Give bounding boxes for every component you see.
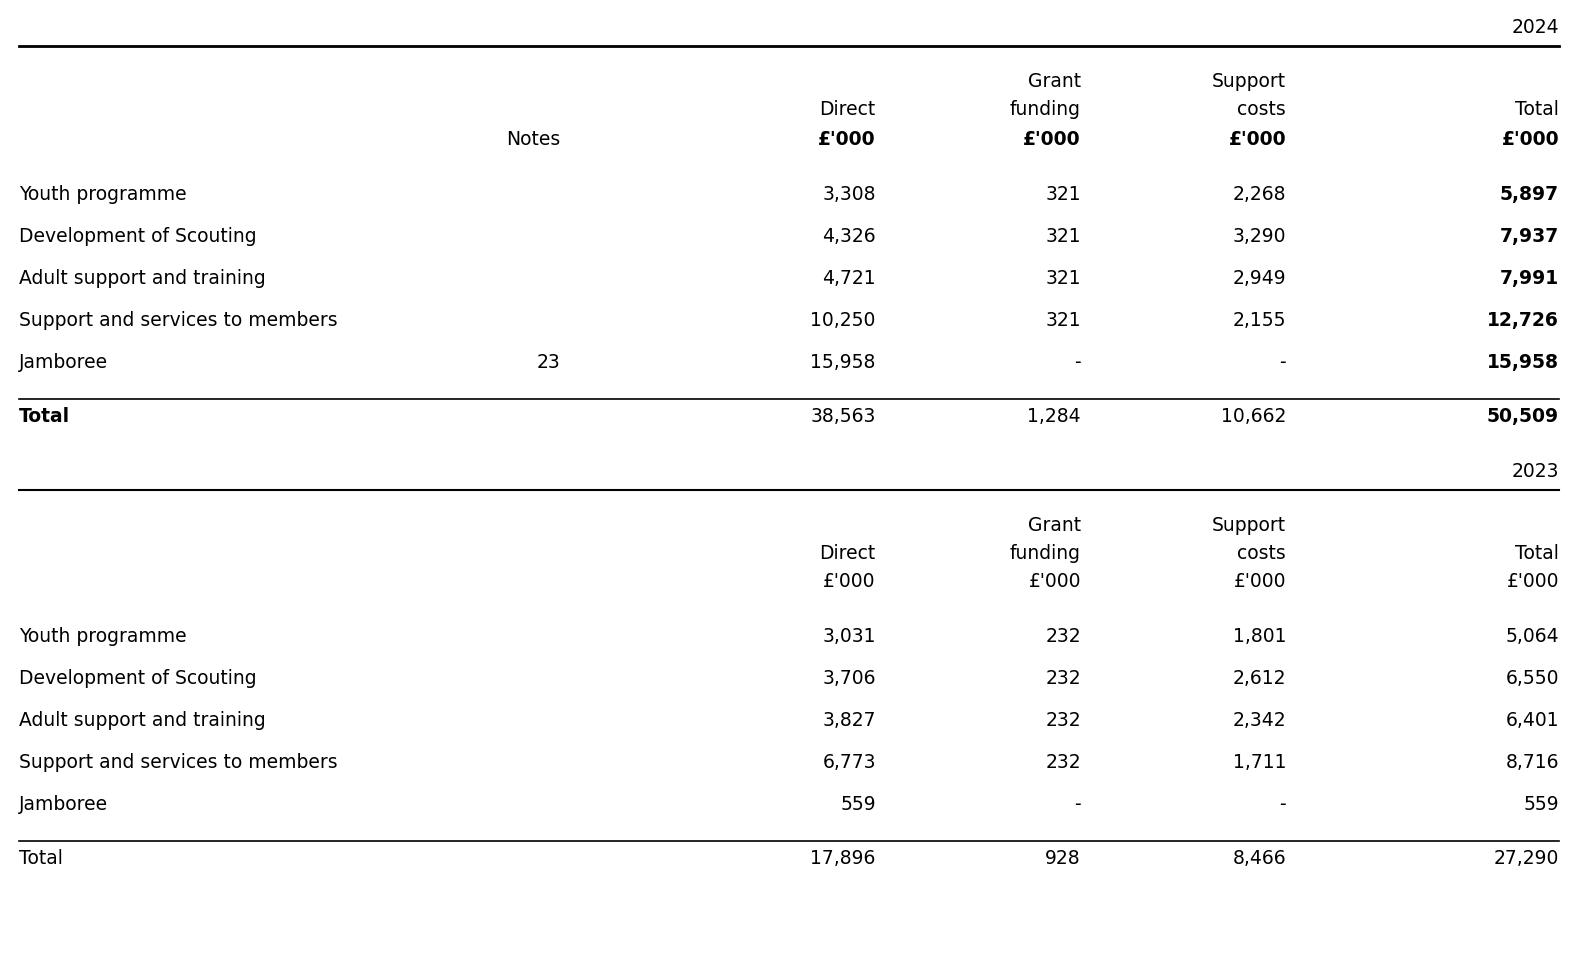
Text: 321: 321 (1045, 227, 1081, 246)
Text: Adult support and training: Adult support and training (19, 711, 265, 730)
Text: 15,958: 15,958 (811, 353, 876, 372)
Text: 2024: 2024 (1512, 18, 1559, 37)
Text: 2,342: 2,342 (1232, 711, 1286, 730)
Text: 2023: 2023 (1512, 462, 1559, 481)
Text: 3,031: 3,031 (822, 627, 876, 646)
Text: 321: 321 (1045, 185, 1081, 204)
Text: 232: 232 (1045, 627, 1081, 646)
Text: 232: 232 (1045, 753, 1081, 772)
Text: Support and services to members: Support and services to members (19, 753, 338, 772)
Text: funding: funding (1010, 100, 1081, 119)
Text: 6,401: 6,401 (1505, 711, 1559, 730)
Text: 50,509: 50,509 (1486, 407, 1559, 426)
Text: £'000: £'000 (1234, 572, 1286, 591)
Text: Jamboree: Jamboree (19, 795, 107, 814)
Text: 17,896: 17,896 (811, 849, 876, 868)
Text: 10,250: 10,250 (811, 311, 876, 330)
Text: 10,662: 10,662 (1221, 407, 1286, 426)
Text: 559: 559 (1523, 795, 1559, 814)
Text: 38,563: 38,563 (811, 407, 876, 426)
Text: 5,064: 5,064 (1505, 627, 1559, 646)
Text: Development of Scouting: Development of Scouting (19, 669, 257, 688)
Text: Total: Total (1515, 100, 1559, 119)
Text: 232: 232 (1045, 669, 1081, 688)
Text: 232: 232 (1045, 711, 1081, 730)
Text: £'000: £'000 (824, 572, 876, 591)
Text: Total: Total (1515, 544, 1559, 563)
Text: 4,721: 4,721 (822, 269, 876, 288)
Text: 4,326: 4,326 (822, 227, 876, 246)
Text: £'000: £'000 (1023, 130, 1081, 149)
Text: £'000: £'000 (1507, 572, 1559, 591)
Text: Total: Total (19, 849, 63, 868)
Text: 1,711: 1,711 (1232, 753, 1286, 772)
Text: 5,897: 5,897 (1501, 185, 1559, 204)
Text: 7,991: 7,991 (1501, 269, 1559, 288)
Text: costs: costs (1237, 100, 1286, 119)
Text: 3,827: 3,827 (822, 711, 876, 730)
Text: 3,308: 3,308 (822, 185, 876, 204)
Text: Grant: Grant (1027, 72, 1081, 91)
Text: Notes: Notes (507, 130, 560, 149)
Text: £'000: £'000 (1029, 572, 1081, 591)
Text: 3,290: 3,290 (1232, 227, 1286, 246)
Text: Adult support and training: Adult support and training (19, 269, 265, 288)
Text: 2,949: 2,949 (1232, 269, 1286, 288)
Text: Jamboree: Jamboree (19, 353, 107, 372)
Text: Youth programme: Youth programme (19, 185, 186, 204)
Text: £'000: £'000 (1501, 130, 1559, 149)
Text: 559: 559 (839, 795, 876, 814)
Text: 7,937: 7,937 (1499, 227, 1559, 246)
Text: costs: costs (1237, 544, 1286, 563)
Text: 2,612: 2,612 (1232, 669, 1286, 688)
Text: -: - (1280, 353, 1286, 372)
Text: 2,155: 2,155 (1232, 311, 1286, 330)
Text: £'000: £'000 (1228, 130, 1286, 149)
Text: Grant: Grant (1027, 516, 1081, 535)
Text: 6,773: 6,773 (822, 753, 876, 772)
Text: £'000: £'000 (817, 130, 876, 149)
Text: 15,958: 15,958 (1486, 353, 1559, 372)
Text: 928: 928 (1045, 849, 1081, 868)
Text: -: - (1280, 795, 1286, 814)
Text: 3,706: 3,706 (822, 669, 876, 688)
Text: 8,716: 8,716 (1505, 753, 1559, 772)
Text: Direct: Direct (819, 100, 876, 119)
Text: Support: Support (1212, 72, 1286, 91)
Text: 27,290: 27,290 (1494, 849, 1559, 868)
Text: 321: 321 (1045, 311, 1081, 330)
Text: Youth programme: Youth programme (19, 627, 186, 646)
Text: -: - (1075, 795, 1081, 814)
Text: 12,726: 12,726 (1486, 311, 1559, 330)
Text: Support and services to members: Support and services to members (19, 311, 338, 330)
Text: Direct: Direct (819, 544, 876, 563)
Text: Total: Total (19, 407, 69, 426)
Text: Development of Scouting: Development of Scouting (19, 227, 257, 246)
Text: 23: 23 (537, 353, 560, 372)
Text: Support: Support (1212, 516, 1286, 535)
Text: funding: funding (1010, 544, 1081, 563)
Text: 6,550: 6,550 (1505, 669, 1559, 688)
Text: 8,466: 8,466 (1232, 849, 1286, 868)
Text: 1,284: 1,284 (1027, 407, 1081, 426)
Text: 321: 321 (1045, 269, 1081, 288)
Text: -: - (1075, 353, 1081, 372)
Text: 2,268: 2,268 (1232, 185, 1286, 204)
Text: 1,801: 1,801 (1232, 627, 1286, 646)
